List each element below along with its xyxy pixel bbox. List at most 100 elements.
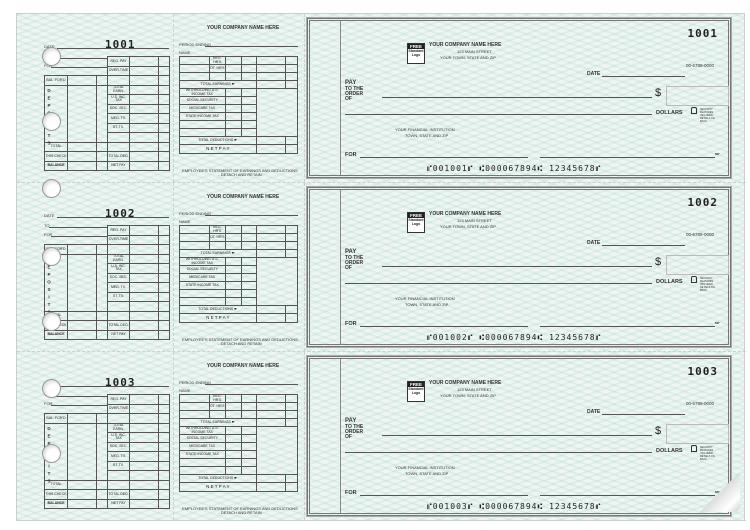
payee-line	[382, 266, 652, 267]
dollar-sign: $	[655, 425, 662, 437]
company-city: YOUR TOWN, STATE AND ZIP	[440, 55, 496, 60]
table-cell	[158, 432, 171, 443]
table-cell	[95, 320, 109, 331]
table-cell	[67, 85, 97, 95]
bank-city: TOWN, STATE and ZIP	[405, 302, 449, 307]
table-cell	[95, 442, 109, 452]
table-cell	[45, 66, 108, 76]
table-cell: U.S. INC. TAX	[44, 94, 171, 105]
table-cell	[224, 466, 243, 475]
table-cell	[158, 94, 171, 105]
table-cell	[241, 289, 257, 298]
table-cell: OT. HR'S	[178, 233, 299, 242]
table-cell	[178, 233, 211, 242]
stub-row-label: NET PAY	[107, 498, 131, 509]
table-cell	[129, 225, 160, 236]
table-cell	[209, 410, 226, 419]
table-cell	[95, 489, 109, 500]
table-cell	[224, 434, 243, 443]
table-cell	[241, 64, 257, 73]
table-cell: MED. TX.	[44, 113, 171, 124]
ot-hrs-label: OT. HR'S	[209, 64, 226, 73]
table-cell	[158, 132, 171, 143]
ot-hrs-label: OT. HR'S	[209, 402, 226, 411]
table-cell	[67, 123, 97, 133]
table-cell	[67, 160, 97, 171]
table-cell	[284, 225, 299, 234]
amount-box	[666, 424, 729, 444]
table-cell	[67, 263, 97, 273]
table-cell	[224, 458, 243, 467]
table-cell	[241, 72, 257, 81]
table-cell	[158, 141, 171, 152]
table-cell	[67, 75, 97, 86]
padlock-icon	[691, 276, 697, 283]
period-ending-label: PERIOD ENDING	[179, 380, 212, 385]
table-cell	[67, 282, 97, 292]
statement-company-name: YOUR COMPANY NAME HERE	[206, 363, 280, 369]
table-cell	[95, 292, 109, 302]
date-label: DATE	[587, 409, 601, 415]
company-street: 123 MAIN STREET	[457, 387, 492, 392]
padlock-icon	[691, 445, 697, 452]
net-pay-label: N E T P A Y	[179, 482, 257, 492]
table-cell	[224, 128, 243, 137]
table-cell	[67, 442, 97, 452]
table-cell	[158, 253, 171, 264]
table-cell	[224, 402, 243, 411]
routing-fraction: 00-6789-0000	[685, 401, 714, 406]
table-cell	[255, 426, 299, 475]
earnings-table: REG. HR'S OT. HR'S TOTAL EARNINGS ☛ WITHHOL…	[178, 225, 299, 323]
table-cell	[158, 244, 171, 255]
amount-words-line	[345, 283, 652, 284]
table-cell	[67, 489, 97, 500]
table-cell	[158, 234, 171, 245]
table-cell	[255, 72, 286, 81]
table-cell	[241, 450, 257, 459]
table-cell	[224, 120, 243, 129]
table-cell	[241, 434, 257, 443]
check-number: 1002	[687, 196, 718, 209]
table-cell	[284, 482, 299, 492]
dollar-sign: $	[655, 87, 662, 99]
table-cell	[241, 225, 257, 234]
table-cell	[224, 96, 243, 105]
table-cell	[158, 320, 171, 331]
table-cell	[224, 104, 243, 113]
order-of-label: TO THE ORDER OF	[345, 86, 364, 102]
table-cell	[178, 225, 211, 234]
table-cell	[284, 241, 299, 250]
stub-row-label	[107, 75, 131, 86]
stub-row-label	[107, 301, 131, 312]
table-cell	[129, 160, 160, 171]
table-cell	[95, 423, 109, 433]
table-cell	[224, 450, 243, 459]
balance-label: BALANCE	[44, 160, 68, 171]
amount-box	[666, 255, 729, 275]
signature-line	[540, 326, 715, 327]
table-cell: SOC. SEC.	[44, 103, 171, 114]
stub-row-label: MED. TX.	[107, 282, 131, 293]
table-cell	[255, 482, 286, 492]
table-cell	[95, 94, 109, 104]
signature-line	[540, 495, 715, 496]
table-cell	[241, 112, 257, 121]
stub-row-label: ST. TX.	[107, 122, 131, 133]
pay-label: PAY	[345, 80, 357, 86]
table-cell	[95, 310, 109, 321]
deduction-label: STATE INCOME TAX	[179, 450, 226, 459]
table-cell	[284, 144, 299, 154]
dollar-sign: $	[655, 256, 662, 268]
table-cell: SOC. SEC.	[44, 441, 171, 452]
table-cell	[241, 466, 257, 475]
table-cell	[255, 233, 286, 242]
payee-line	[382, 97, 652, 98]
binder-hole	[42, 47, 61, 66]
name-label: NAME	[179, 50, 191, 55]
table-cell	[158, 422, 171, 433]
binder-hole	[42, 112, 61, 131]
table-cell	[178, 72, 299, 81]
table-cell	[224, 241, 243, 250]
stub-row-label: TOTAL EARN.	[107, 253, 131, 264]
table-cell	[129, 310, 160, 321]
